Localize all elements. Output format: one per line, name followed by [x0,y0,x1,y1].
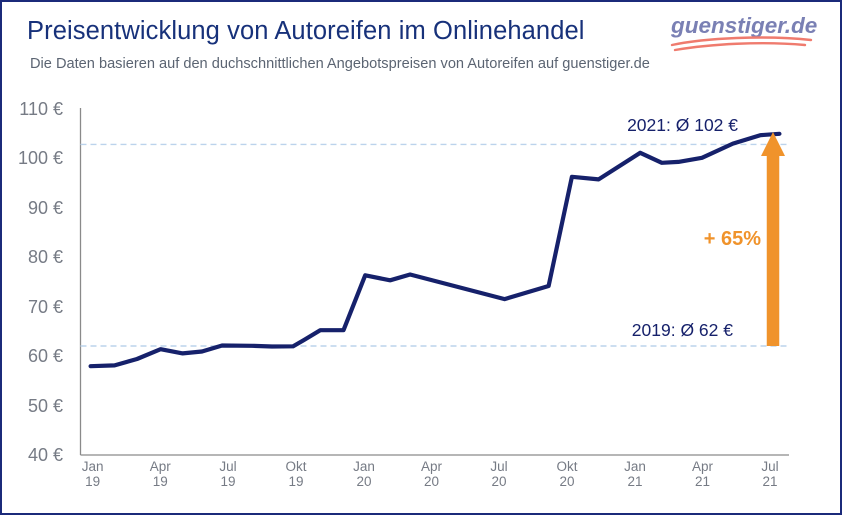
svg-text:Apr: Apr [150,459,172,474]
svg-text:19: 19 [153,474,168,489]
svg-text:21: 21 [627,474,642,489]
svg-text:+ 65%: + 65% [704,228,761,250]
svg-text:Jul: Jul [490,459,507,474]
svg-text:Jan: Jan [82,459,104,474]
svg-text:21: 21 [695,474,710,489]
svg-text:21: 21 [762,474,777,489]
svg-text:20: 20 [491,474,506,489]
svg-text:20: 20 [424,474,439,489]
svg-text:110 €: 110 € [19,99,63,119]
svg-text:Jan: Jan [624,459,646,474]
svg-text:100 €: 100 € [18,148,63,168]
svg-text:20: 20 [356,474,371,489]
svg-text:Okt: Okt [556,459,577,474]
svg-text:Jul: Jul [761,459,778,474]
svg-text:60 €: 60 € [28,346,63,366]
svg-text:19: 19 [85,474,100,489]
svg-text:80 €: 80 € [28,247,63,267]
svg-text:Okt: Okt [285,459,306,474]
svg-text:50 €: 50 € [28,396,63,416]
svg-text:2019: Ø 62 €: 2019: Ø 62 € [632,320,733,340]
svg-text:Apr: Apr [421,459,443,474]
svg-text:Jan: Jan [353,459,375,474]
svg-text:19: 19 [288,474,303,489]
svg-text:Jul: Jul [219,459,236,474]
svg-text:20: 20 [559,474,574,489]
svg-text:19: 19 [220,474,235,489]
svg-text:40 €: 40 € [28,445,63,465]
svg-text:2021: Ø 102 €: 2021: Ø 102 € [627,115,738,135]
svg-text:70 €: 70 € [28,297,63,317]
svg-text:Apr: Apr [692,459,714,474]
svg-text:90 €: 90 € [28,198,63,218]
